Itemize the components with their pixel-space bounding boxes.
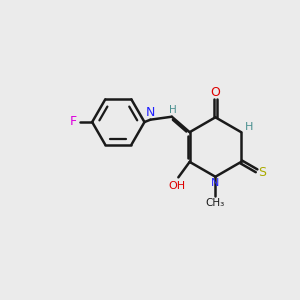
Text: CH₃: CH₃ <box>206 198 225 208</box>
Text: F: F <box>70 115 77 128</box>
Text: OH: OH <box>169 181 186 191</box>
Text: N: N <box>211 178 220 188</box>
Text: H: H <box>245 122 253 132</box>
Text: O: O <box>211 86 220 99</box>
Text: N: N <box>146 106 155 119</box>
Text: H: H <box>169 105 177 115</box>
Text: S: S <box>259 166 266 179</box>
